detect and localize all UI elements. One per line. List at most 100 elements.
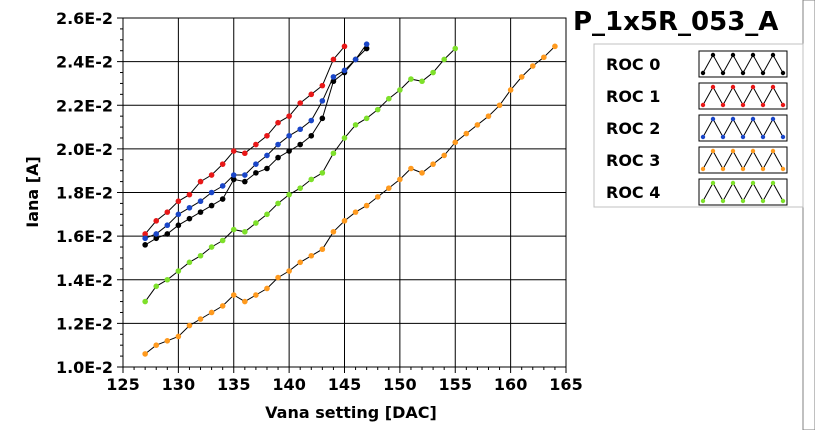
series-roc-3 <box>142 43 558 357</box>
data-point <box>452 139 459 146</box>
data-point <box>219 196 226 202</box>
data-point <box>386 185 392 191</box>
data-point <box>352 56 359 63</box>
data-point <box>197 252 204 259</box>
data-point <box>153 231 160 237</box>
legend-swatch-marker <box>720 166 726 172</box>
data-point <box>419 170 425 176</box>
data-point <box>230 292 237 298</box>
data-point <box>441 56 447 63</box>
data-point <box>242 172 248 178</box>
data-point <box>308 91 315 98</box>
data-point <box>452 45 459 52</box>
data-point <box>297 141 304 148</box>
data-point <box>408 76 414 82</box>
data-point <box>374 106 381 113</box>
series-roc-1 <box>142 43 348 237</box>
legend-swatch-marker <box>710 148 716 154</box>
y-axis: 1.0E-2 1.2E-2 1.4E-2 1.6E-2 1.8E-2 2.0E-2 2.2E… <box>56 9 123 377</box>
series-layer <box>142 41 558 357</box>
legend-swatch-marker <box>740 70 746 76</box>
data-point <box>297 259 304 266</box>
data-point <box>186 215 193 222</box>
x-tick-label: 125 <box>106 375 139 394</box>
data-point <box>153 218 160 224</box>
data-point <box>363 202 370 209</box>
data-point <box>208 202 215 209</box>
legend-swatch-marker <box>730 180 736 186</box>
data-point <box>341 43 348 50</box>
data-point <box>230 148 237 154</box>
data-point <box>219 237 226 244</box>
data-point <box>419 78 425 85</box>
data-point <box>230 226 237 233</box>
data-point <box>286 132 292 139</box>
data-point <box>208 172 215 178</box>
data-point <box>363 41 370 47</box>
data-point <box>242 228 248 235</box>
data-point <box>541 54 547 61</box>
data-point <box>352 209 359 215</box>
data-point <box>286 268 292 274</box>
legend-swatch-marker <box>780 102 786 108</box>
y-tick-label: 1.8E-2 <box>56 184 113 203</box>
legend-swatch-marker <box>740 166 746 172</box>
data-point <box>430 69 436 76</box>
data-point <box>308 132 315 139</box>
data-point <box>264 165 270 172</box>
data-point <box>330 56 337 63</box>
data-point <box>463 130 470 137</box>
data-point <box>275 141 281 148</box>
data-point <box>308 252 315 259</box>
legend-swatch-marker <box>750 84 756 90</box>
data-point <box>175 198 182 205</box>
data-point <box>297 126 304 133</box>
data-point <box>518 74 525 80</box>
legend-swatch-marker <box>750 180 756 186</box>
legend-swatch-marker <box>720 198 726 204</box>
legend-swatch-marker <box>770 84 776 90</box>
data-point <box>186 204 193 211</box>
x-tick-label: 135 <box>217 375 250 394</box>
legend-swatch-marker <box>720 134 726 140</box>
legend-swatch-marker <box>770 116 776 122</box>
data-point <box>197 209 204 215</box>
legend: ROC 0 ROC 1 ROC 2 ROC 3 ROC 4 <box>593 43 804 208</box>
data-point <box>142 242 148 248</box>
legend-swatch-marker <box>770 52 776 58</box>
data-point <box>374 194 381 200</box>
legend-swatch-marker <box>760 102 766 108</box>
data-point <box>386 95 392 102</box>
data-point <box>164 209 171 215</box>
legend-swatch-marker <box>770 180 776 186</box>
data-point <box>275 119 281 126</box>
data-point <box>175 222 182 229</box>
data-point <box>474 122 481 128</box>
data-point <box>397 176 403 183</box>
data-point <box>341 67 348 74</box>
y-tick-label: 2.6E-2 <box>56 9 113 28</box>
legend-swatch-marker <box>700 70 706 76</box>
legend-swatch-marker <box>760 198 766 204</box>
data-point <box>219 161 226 167</box>
legend-swatch-marker <box>750 148 756 154</box>
data-point <box>297 185 304 191</box>
data-point <box>153 235 160 242</box>
x-tick-label: 140 <box>272 375 305 394</box>
x-tick-label: 160 <box>494 375 527 394</box>
data-point <box>341 135 348 141</box>
x-axis-label: Vana setting [DAC] <box>265 403 437 422</box>
data-point <box>197 316 204 322</box>
data-point <box>208 309 215 316</box>
legend-swatch-marker <box>720 70 726 76</box>
legend-swatch-marker <box>780 134 786 140</box>
x-tick-label: 130 <box>162 375 195 394</box>
x-axis: 125 130 135 140 145 150 155 160 165 <box>106 367 583 394</box>
legend-label: ROC 0 <box>606 55 660 74</box>
data-point <box>253 141 259 148</box>
data-point <box>485 113 492 119</box>
legend-swatch-marker <box>740 198 746 204</box>
data-point <box>297 100 304 106</box>
data-point <box>142 351 148 357</box>
